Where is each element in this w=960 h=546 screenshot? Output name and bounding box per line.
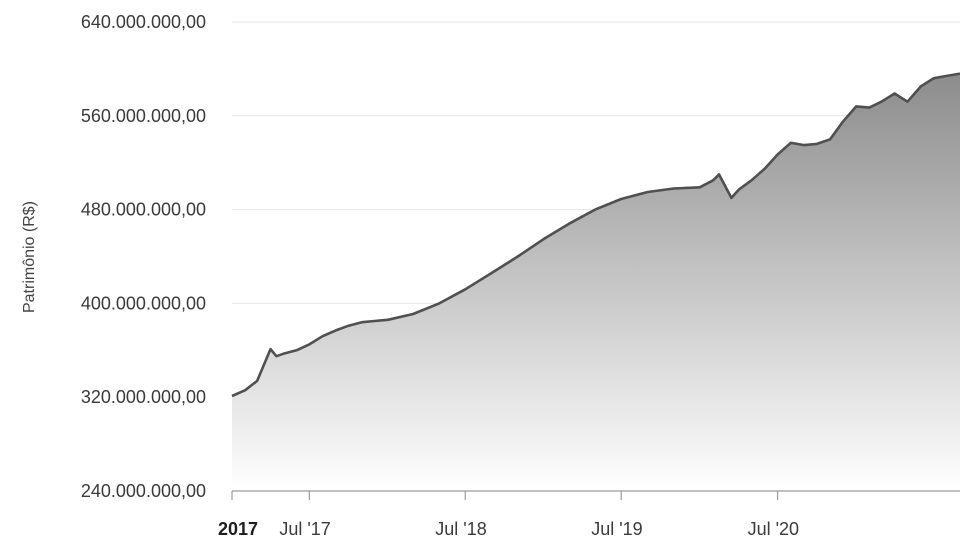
x-tick-label: Jul '19 <box>591 519 642 539</box>
y-tick-label: 240.000.000,00 <box>81 481 206 501</box>
y-tick-label: 640.000.000,00 <box>81 12 206 32</box>
y-tick-labels: 640.000.000,00 560.000.000,00 480.000.000,… <box>81 12 206 501</box>
x-tick-labels: 2017 Jul '17 Jul '18 Jul '19 Jul '20 <box>218 519 799 539</box>
y-tick-label: 400.000.000,00 <box>81 293 206 313</box>
x-tick-label: 2017 <box>218 519 258 539</box>
y-tick-label: 480.000.000,00 <box>81 200 206 220</box>
y-axis-title: Patrimônio (R$) <box>21 201 38 313</box>
series-line-group <box>231 72 960 398</box>
series-line <box>231 72 960 398</box>
y-tick-label: 560.000.000,00 <box>81 106 206 126</box>
x-axis <box>231 490 960 500</box>
series-area <box>232 73 960 491</box>
area-fill <box>232 73 960 491</box>
x-tick-label: Jul '18 <box>435 519 486 539</box>
x-tick-label: Jul '20 <box>748 519 799 539</box>
y-tick-label: 320.000.000,00 <box>81 387 206 407</box>
x-tick-label: Jul '17 <box>279 519 330 539</box>
